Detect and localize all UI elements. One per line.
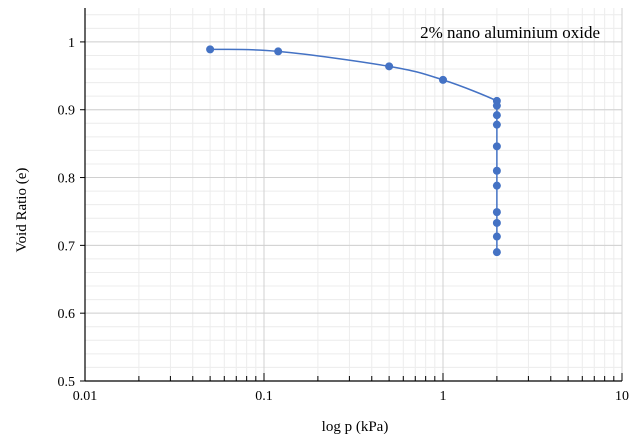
data-point [492,166,501,175]
axes [80,8,623,382]
data-point [385,62,394,71]
y-tick-label: 1 [68,36,75,51]
x-axis-title: log p (kPa) [322,419,389,435]
data-point [492,120,501,129]
data-point [492,208,501,217]
y-tick-label: 0.5 [58,375,76,390]
data-point [492,181,501,190]
major-gridlines [84,8,623,382]
x-tick-label: 0.01 [73,389,98,404]
data-point [206,45,215,54]
data-point [492,142,501,151]
x-tick-label: 1 [440,389,447,404]
minor-gridlines [85,8,622,382]
y-tick-label: 0.7 [58,239,76,254]
data-point [439,75,447,84]
tick-labels: 0.01 0.1 1 10 0.5 0.6 0.7 0.8 0.9 1 [58,36,630,404]
chart-annotation: 2% nano aluminium oxide [420,23,600,42]
series-points-group [206,45,501,257]
x-tick-label: 0.1 [255,389,273,404]
y-tick-label: 0.9 [58,104,76,119]
data-point [492,218,501,227]
data-point [492,111,501,120]
data-point [492,232,501,241]
y-tick-label: 0.8 [58,172,76,187]
data-point [492,101,501,110]
x-tick-label: 10 [615,389,629,404]
data-point [274,47,283,56]
y-tick-label: 0.6 [58,307,76,322]
y-axis-title: Void Ratio (e) [14,168,30,253]
data-point [492,248,501,257]
